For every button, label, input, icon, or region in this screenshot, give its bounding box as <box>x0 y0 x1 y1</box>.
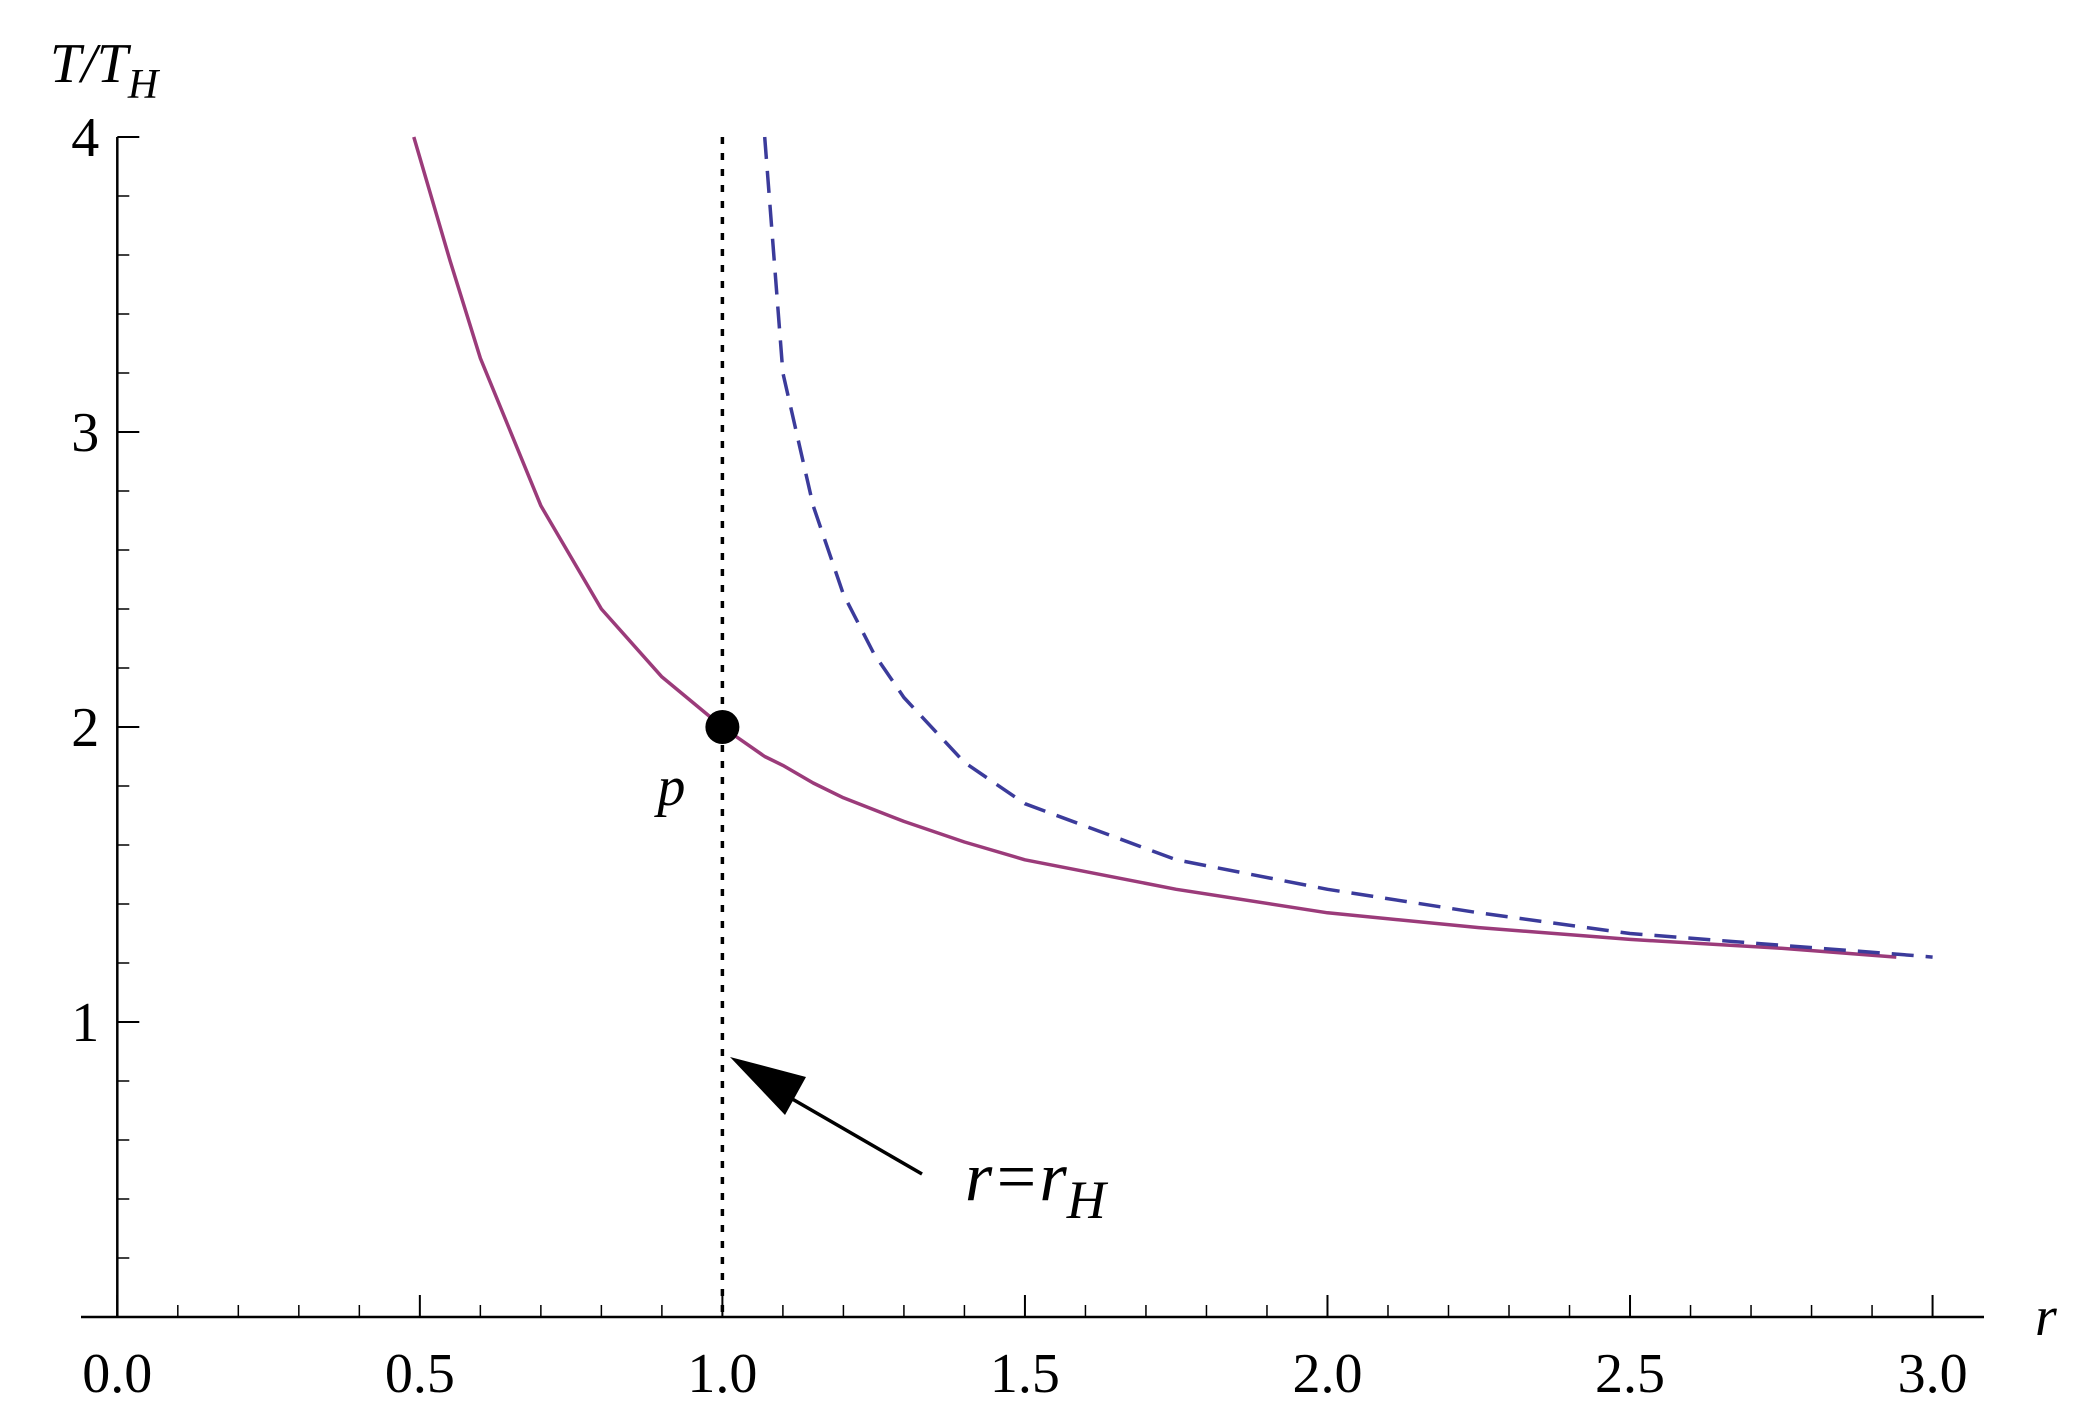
point-label: p <box>653 756 685 818</box>
annotation: r=rH <box>965 1139 1109 1230</box>
y-axis-label-main: T/T <box>50 33 132 95</box>
x-tick-label: 0.0 <box>82 1343 152 1405</box>
x-axis-label: r <box>2035 1286 2057 1348</box>
x-tick-label: 0.5 <box>385 1343 455 1405</box>
annotation-main: r=r <box>965 1139 1067 1216</box>
y-axis-label-sub: H <box>127 62 161 108</box>
x-tick-label: 3.0 <box>1898 1343 1968 1405</box>
x-tick-label: 1.5 <box>990 1343 1060 1405</box>
y-tick-label: 3 <box>71 402 99 464</box>
y-tick-label: 2 <box>71 697 99 759</box>
y-tick-label: 4 <box>71 107 99 169</box>
x-tick-label: 2.0 <box>1292 1343 1362 1405</box>
series-line <box>762 136 1933 959</box>
series-line <box>412 136 1897 959</box>
point <box>705 710 740 744</box>
annotation-sub: H <box>1066 1170 1109 1230</box>
y-axis-label: T/TH <box>50 33 161 108</box>
arrow-head <box>730 1057 806 1115</box>
x-tick-label: 1.0 <box>687 1343 757 1405</box>
y-tick-label: 1 <box>71 992 99 1054</box>
arrow-shaft <box>774 1087 923 1176</box>
x-tick-label: 2.5 <box>1595 1343 1665 1405</box>
